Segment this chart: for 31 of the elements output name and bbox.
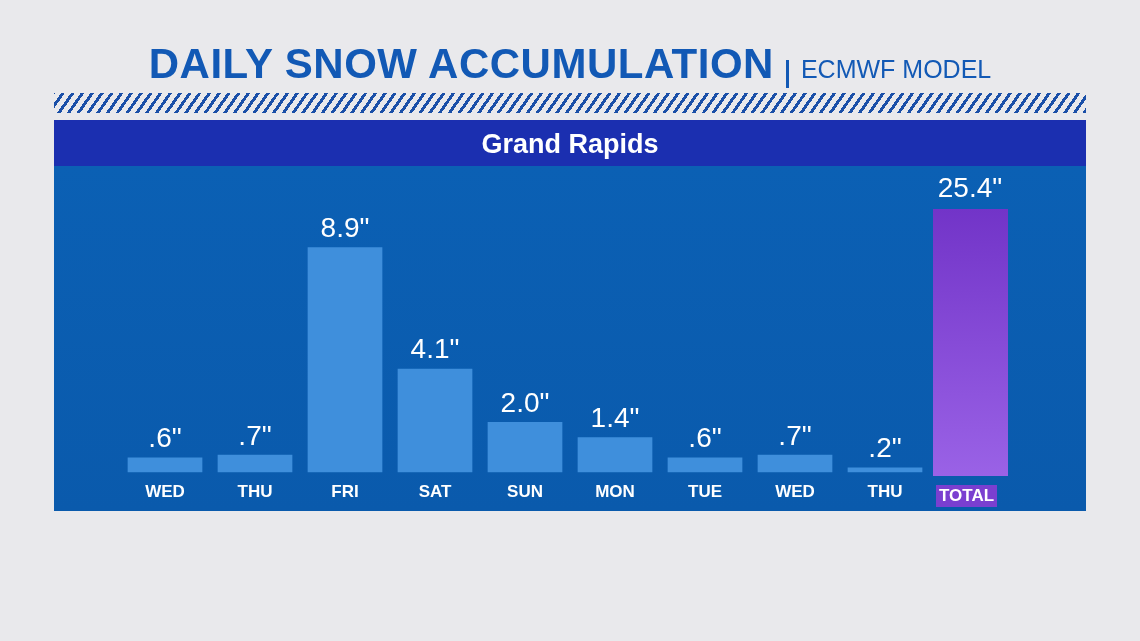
text: Grand Rapids bbox=[54, 120, 1086, 166]
x-tick-label: SUN bbox=[507, 482, 543, 502]
data-label: .2" bbox=[868, 432, 902, 464]
x-tick-label: WED bbox=[145, 482, 185, 502]
bar bbox=[397, 368, 473, 473]
text: 25.4" bbox=[936, 172, 1004, 204]
x-tick-label: FRI bbox=[331, 482, 359, 502]
x-tick-label: THU bbox=[867, 482, 903, 502]
x-tick-label: THU bbox=[237, 482, 273, 502]
data-label: 8.9" bbox=[320, 211, 370, 243]
bar bbox=[307, 247, 383, 473]
data-label: 1.4" bbox=[590, 401, 640, 433]
data-label: 2.0" bbox=[500, 386, 550, 418]
data-label: .7" bbox=[778, 419, 812, 451]
x-tick-label: TUE bbox=[688, 482, 722, 502]
text: TOTAL bbox=[936, 485, 998, 507]
bar bbox=[127, 457, 203, 473]
data-label: .6" bbox=[688, 422, 722, 454]
data-label: .7" bbox=[238, 419, 272, 451]
x-tick-label: SAT bbox=[418, 482, 452, 502]
chart-subtitle: ECMWF MODEL bbox=[800, 55, 992, 83]
bar bbox=[487, 421, 563, 473]
bar bbox=[217, 454, 293, 473]
data-label: .6" bbox=[148, 422, 182, 454]
bar bbox=[577, 437, 653, 473]
bar bbox=[667, 457, 743, 473]
bar bbox=[757, 454, 833, 473]
x-tick-label: MON bbox=[595, 482, 635, 502]
chart-title: DAILY SNOW ACCUMULATION bbox=[148, 40, 774, 87]
data-label: 4.1" bbox=[410, 333, 460, 365]
x-tick-label: WED bbox=[775, 482, 815, 502]
